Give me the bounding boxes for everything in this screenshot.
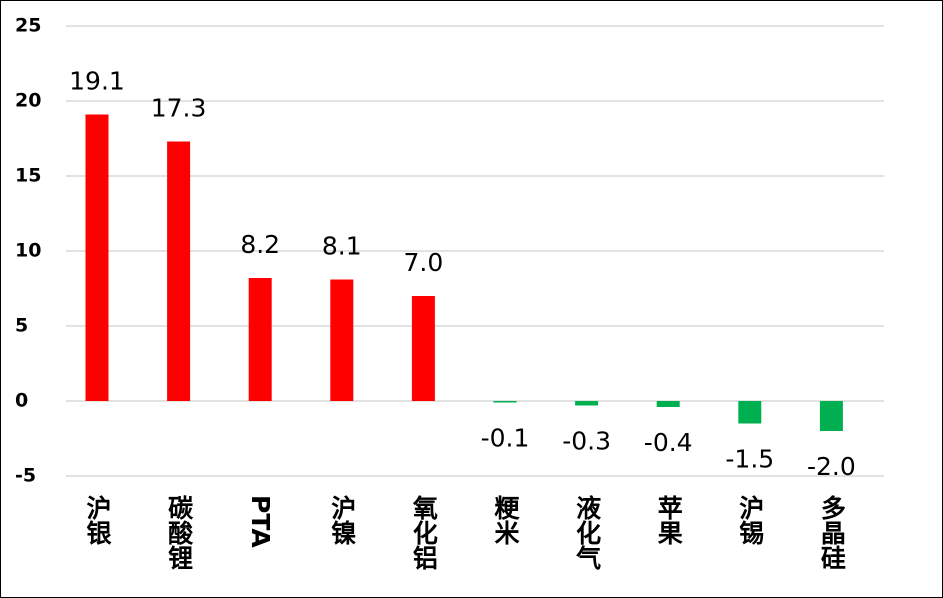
y-tick-label: 20	[15, 90, 41, 112]
value-label: 7.0	[404, 248, 444, 277]
x-tick-label: 沪镍	[327, 495, 357, 545]
value-label: -2.0	[807, 452, 856, 481]
value-label: -0.1	[481, 424, 530, 453]
y-tick-label: 0	[15, 390, 28, 412]
y-tick-label: 5	[15, 315, 28, 337]
x-tick-label: 粳米	[491, 495, 520, 545]
bar	[493, 401, 517, 403]
x-tick-label: 沪锡	[735, 495, 765, 545]
y-tick-label: 10	[15, 240, 41, 262]
bar	[85, 114, 109, 401]
bar	[575, 401, 599, 406]
y-tick-label: -5	[15, 465, 36, 487]
y-tick-label: 15	[15, 165, 41, 187]
bar	[248, 278, 272, 401]
value-label: -0.3	[562, 427, 611, 456]
x-tick-label: 液化气	[572, 495, 602, 570]
value-label: 17.3	[151, 94, 207, 123]
x-tick-label: 氧化铝	[409, 495, 439, 570]
value-label: 8.2	[240, 230, 280, 259]
bar	[167, 141, 191, 401]
bar	[819, 401, 843, 431]
x-tick-label: 多晶硅	[817, 495, 847, 570]
y-tick-label: 25	[15, 15, 41, 37]
value-label: 8.1	[322, 232, 362, 261]
value-label: 19.1	[69, 67, 125, 96]
value-label: -1.5	[725, 445, 774, 474]
bar	[656, 401, 680, 407]
bar	[411, 296, 435, 401]
x-tick-label: 碳酸锂	[164, 495, 194, 570]
bar	[330, 279, 354, 401]
x-tick-label: 沪银	[83, 495, 112, 545]
x-tick-label: PTA	[246, 495, 276, 548]
bar	[738, 401, 762, 424]
value-label: -0.4	[644, 428, 693, 457]
x-tick-label: 苹果	[654, 495, 684, 545]
